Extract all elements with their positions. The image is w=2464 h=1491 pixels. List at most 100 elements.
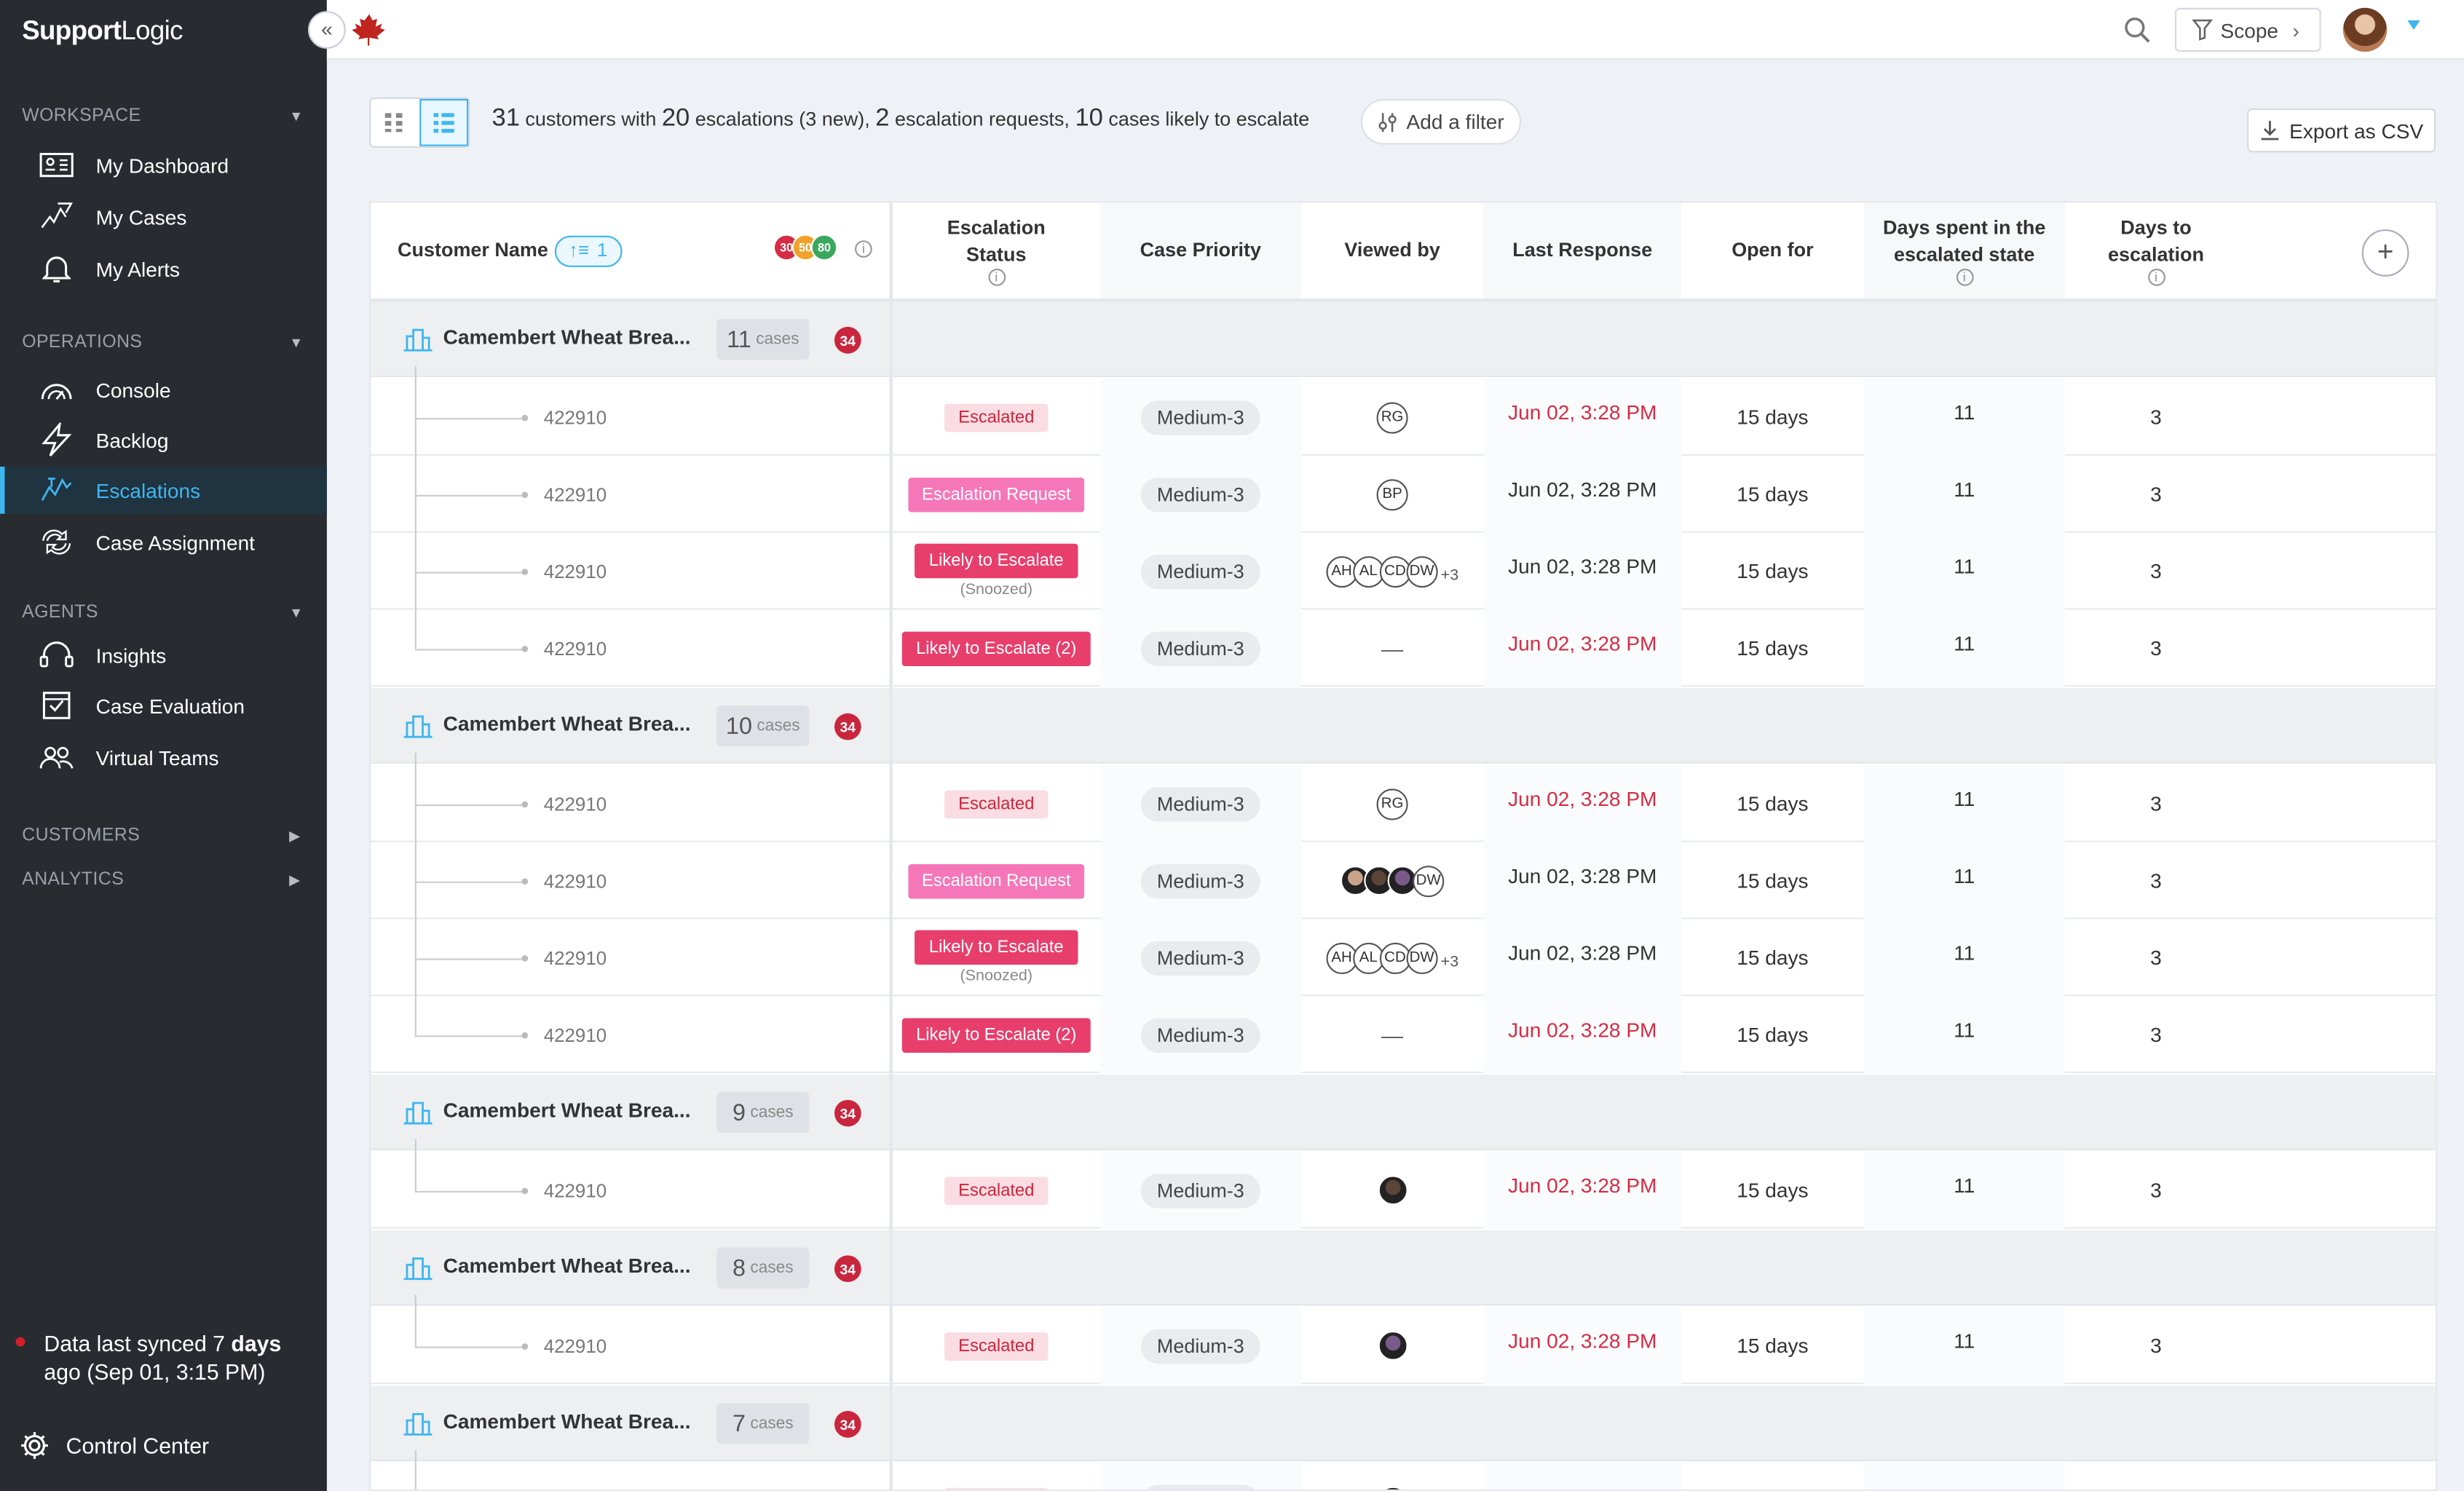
caret-down-icon[interactable]: ▼ <box>289 108 304 124</box>
case-id[interactable]: 422910 <box>543 483 607 506</box>
caret-right-icon[interactable]: ▶ <box>289 871 301 888</box>
case-id[interactable]: 422910 <box>543 870 607 893</box>
case-id[interactable]: 422910 <box>543 947 607 970</box>
section-header-workspace[interactable]: WORKSPACE <box>22 106 141 126</box>
case-id[interactable]: 422910 <box>543 793 607 816</box>
viewer-avatar-photo[interactable] <box>1377 1330 1407 1361</box>
viewer-avatar[interactable]: DW <box>1406 941 1438 973</box>
sidebar-item-case-evaluation[interactable]: Case Evaluation <box>0 682 327 729</box>
col-customer-name[interactable]: Customer Name ↑≡ 1 30 50 80 i <box>371 202 889 298</box>
escalation-status-badge[interactable]: Escalation Request <box>907 863 1085 898</box>
sidebar-item-escalations[interactable]: Escalations <box>0 466 327 514</box>
add-filter-button[interactable]: Add a filter <box>1360 98 1522 145</box>
customer-group-row[interactable]: Camembert Wheat Brea... 9 cases 34 <box>371 1075 2436 1150</box>
sidebar-item-my-alerts[interactable]: My Alerts <box>0 245 327 293</box>
info-icon[interactable]: i <box>987 269 1006 286</box>
viewer-avatar[interactable]: RG <box>1376 401 1408 433</box>
col-days-to-escalation[interactable]: Days to escalation i <box>2065 202 2247 298</box>
col-days-spent[interactable]: Days spent in the escalated state i <box>1863 202 2065 299</box>
sidebar-item-backlog[interactable]: Backlog <box>0 416 327 464</box>
case-id[interactable]: 422910 <box>543 406 607 430</box>
escalation-status-badge[interactable]: Escalated <box>944 1176 1049 1205</box>
user-menu-caret-icon[interactable] <box>2407 20 2420 31</box>
table-row[interactable]: 422910 Escalated Medium-3 RG Jun 02, 3:28 PM… <box>371 765 2436 842</box>
viewer-avatar[interactable]: BP <box>1376 478 1408 510</box>
table-row[interactable]: 422910 Likely to Escalate (Snoozed) Medium-… <box>371 532 2436 610</box>
escalation-status-badge[interactable]: Likely to Escalate <box>915 543 1078 579</box>
more-viewers-count[interactable]: +3 <box>1440 954 1459 971</box>
viewer-avatar[interactable]: CD <box>1379 555 1411 588</box>
col-case-priority[interactable]: Case Priority <box>1099 202 1301 299</box>
table-row[interactable]: 422910 Likely to Escalate (2) Medium-3 — Jun… <box>371 996 2436 1074</box>
viewer-avatar[interactable]: CD <box>1379 941 1411 973</box>
caret-right-icon[interactable]: ▶ <box>289 828 301 844</box>
section-header-operations[interactable]: OPERATIONS <box>22 333 143 352</box>
viewer-avatar[interactable]: DW <box>1406 555 1438 588</box>
table-row[interactable]: 422910 Likely to Escalate (2) Medium-3 — Jun… <box>371 609 2436 687</box>
table-row[interactable]: 422910 Likely to Escalate (Snoozed) Medium-… <box>371 919 2436 997</box>
col-open-for[interactable]: Open for <box>1731 239 1814 261</box>
info-icon[interactable]: i <box>855 240 872 258</box>
sort-indicator[interactable]: ↑≡ 1 <box>554 234 622 266</box>
viewer-avatar[interactable]: AL <box>1352 555 1384 588</box>
customer-group-row[interactable]: Camembert Wheat Brea... 11 cases 34 <box>371 301 2436 377</box>
user-avatar[interactable] <box>2342 7 2388 52</box>
sidebar-item-my-cases[interactable]: My Cases <box>0 193 327 240</box>
sidebar-item-virtual-teams[interactable]: Virtual Teams <box>0 734 327 781</box>
col-last-response[interactable]: Last Response <box>1483 202 1682 299</box>
viewer-avatar[interactable]: AL <box>1352 941 1384 973</box>
collapse-sidebar-button[interactable]: « <box>307 11 346 49</box>
customer-group-row[interactable]: Camembert Wheat Brea... 8 cases 34 <box>371 1230 2436 1306</box>
sidebar-item-my-dashboard[interactable]: My Dashboard <box>0 141 327 189</box>
customer-name[interactable]: Camembert Wheat Brea... <box>443 1098 691 1122</box>
control-center-link[interactable]: Control Center <box>19 1430 209 1461</box>
scope-button[interactable]: Scope › <box>2174 7 2321 52</box>
section-header-customers[interactable]: CUSTOMERS <box>22 826 141 846</box>
escalation-status-badge[interactable]: Escalated <box>944 789 1049 818</box>
escalation-status-badge[interactable]: Likely to Escalate (2) <box>901 1017 1091 1052</box>
info-icon[interactable]: i <box>2147 269 2165 286</box>
viewer-avatar[interactable]: RG <box>1376 788 1408 820</box>
grid-view-button[interactable] <box>371 99 419 146</box>
search-icon[interactable] <box>2123 16 2152 44</box>
escalation-status-badge[interactable]: Escalation Request <box>907 477 1085 512</box>
escalation-status-badge[interactable]: Escalated <box>944 403 1049 432</box>
customer-group-row[interactable]: Camembert Wheat Brea... 10 cases 34 <box>371 688 2436 764</box>
case-id[interactable]: 422910 <box>543 1335 607 1358</box>
case-id[interactable]: 422910 <box>543 561 607 583</box>
escalation-status-badge[interactable]: Escalated <box>944 1487 1049 1490</box>
escalation-status-badge[interactable]: Likely to Escalate <box>915 930 1078 965</box>
viewer-avatar-photo[interactable] <box>1387 866 1418 896</box>
case-id[interactable]: 422910 <box>543 1024 607 1047</box>
customer-name[interactable]: Camembert Wheat Brea... <box>443 325 691 349</box>
customer-group-row[interactable]: Camembert Wheat Brea... 7 cases 34 <box>371 1385 2436 1462</box>
case-id[interactable]: 422910 <box>543 638 607 660</box>
customer-name[interactable]: Camembert Wheat Brea... <box>443 711 691 736</box>
viewer-avatar[interactable]: DW <box>1413 865 1445 897</box>
viewer-avatar-photo[interactable] <box>1377 1486 1407 1490</box>
escalation-status-badge[interactable]: Escalated <box>944 1332 1049 1360</box>
viewer-avatar[interactable]: AH <box>1326 555 1358 588</box>
customer-name[interactable]: Camembert Wheat Brea... <box>443 1254 691 1278</box>
list-view-button[interactable] <box>419 98 469 146</box>
app-logo[interactable]: SupportLogic <box>22 15 183 46</box>
section-header-agents[interactable]: AGENTS <box>22 603 98 622</box>
customer-name[interactable]: Camembert Wheat Brea... <box>443 1409 691 1433</box>
sidebar-item-console[interactable]: Console <box>0 366 327 414</box>
export-csv-button[interactable]: Export as CSV <box>2247 108 2436 153</box>
caret-down-icon[interactable]: ▼ <box>289 604 304 621</box>
more-viewers-count[interactable]: +3 <box>1440 567 1459 585</box>
caret-down-icon[interactable]: ▼ <box>289 334 304 351</box>
col-viewed-by[interactable]: Viewed by <box>1344 239 1440 261</box>
sidebar-item-case-assignment[interactable]: Case Assignment <box>0 518 327 566</box>
section-header-analytics[interactable]: ANALYTICS <box>22 870 125 890</box>
sidebar-item-insights[interactable]: Insights <box>0 632 327 679</box>
info-icon[interactable]: i <box>1955 269 1973 286</box>
col-escalation-status[interactable]: Escalation Status i <box>893 202 1100 298</box>
escalation-status-badge[interactable]: Likely to Escalate (2) <box>901 630 1091 665</box>
table-row[interactable]: 422910 Escalation Request Medium-3 BP Jun 02… <box>371 455 2436 533</box>
table-row[interactable]: 422910 Escalated Medium-3 RG Jun 02, 3:28 PM… <box>371 379 2436 456</box>
table-row[interactable]: 422910 Escalation Request Medium-3 DW Jun 02… <box>371 842 2436 919</box>
